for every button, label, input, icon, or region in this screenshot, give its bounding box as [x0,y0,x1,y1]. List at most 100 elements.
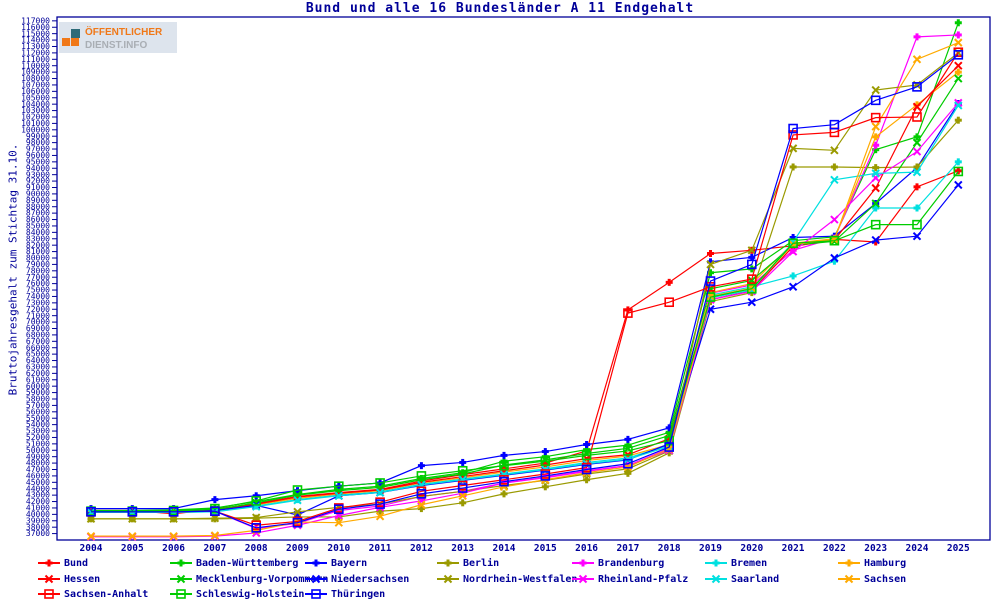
legend-item-Niedersachsen[interactable]: Niedersachsen [305,573,409,585]
x-tick-label: 2005 [121,543,144,554]
y-tick-label: 99000 [26,132,50,141]
legend-label: Rheinland-Pfalz [598,573,689,585]
y-tick-label: 102000 [21,113,50,122]
legend-item-Sachsen-Anhalt[interactable]: Sachsen-Anhalt [38,588,148,600]
logo-text: ÖFFENTLICHER DIENST.INFO [85,25,162,51]
y-axis-title: Bruttojahresgehalt zum Stichtag 31.10. [6,143,20,396]
series-line-Nordrhein-Westfalen [91,52,959,520]
y-tick-label: 52000 [26,433,50,442]
legend-item-Hamburg[interactable]: Hamburg [838,557,906,569]
y-tick-label: 114000 [21,36,50,45]
legend-marker-x-icon [437,574,459,584]
legend-marker-plus-icon [572,559,594,567]
y-tick-label: 82000 [26,241,50,250]
y-tick-label: 94000 [26,164,50,173]
y-tick-label: 50000 [26,446,50,455]
legend-marker-plus-icon [305,559,327,567]
y-tick-label: 76000 [26,279,50,288]
legend-item-Brandenburg[interactable]: Brandenburg [572,557,664,569]
series-line-Saarland [91,105,959,514]
legend-item-Schleswig-Holstein[interactable]: Schleswig-Holstein [170,588,304,600]
legend-marker-x-icon [705,574,727,584]
legend-label: Sachsen-Anhalt [64,588,149,600]
y-tick-label: 59000 [26,388,50,397]
logo-line1: ÖFFENTLICHER [85,26,163,38]
y-tick-label: 86000 [26,215,50,224]
legend-item-Thüringen[interactable]: Thüringen [305,588,385,600]
legend-label: Nordrhein-Westfalen [463,573,578,585]
y-tick-label: 106000 [21,87,50,96]
y-tick-label: 51000 [26,439,50,448]
legend-marker-x-icon [170,574,192,584]
y-tick-label: 72000 [26,305,50,314]
y-tick-label: 115000 [21,29,50,38]
y-tick-label: 89000 [26,196,50,205]
series-markers-Sachsen [86,38,963,541]
x-tick-label: 2023 [864,543,887,554]
x-tick-label: 2008 [245,543,268,554]
x-tick-label: 2019 [699,543,722,554]
legend-item-Mecklenburg-Vorpommern[interactable]: Mecklenburg-Vorpommern [170,573,328,585]
legend-label: Niedersachsen [331,573,410,585]
y-tick-label: 92000 [26,177,50,186]
y-tick-label: 66000 [26,343,50,352]
legend-item-Bund[interactable]: Bund [38,557,88,569]
y-tick-label: 107000 [21,81,50,90]
y-tick-label: 81000 [26,247,50,256]
y-tick-label: 61000 [26,375,50,384]
y-tick-label: 54000 [26,420,50,429]
legend-item-Bayern[interactable]: Bayern [305,557,367,569]
y-tick-label: 75000 [26,286,50,295]
series-markers-Mecklenburg-Vorpommern [86,74,963,517]
y-tick-label: 79000 [26,260,50,269]
y-tick-label: 103000 [21,106,50,115]
legend-marker-plus-icon [38,559,60,567]
plot-border [56,16,991,541]
y-tick-label: 44000 [26,484,50,493]
y-tick-label: 85000 [26,222,50,231]
legend-label: Berlin [463,557,500,569]
y-tick-label: 73000 [26,298,50,307]
x-tick-label: 2007 [203,543,226,554]
x-tick-label: 2014 [493,543,516,554]
site-logo[interactable]: ÖFFENTLICHER DIENST.INFO [59,22,177,53]
y-tick-label: 78000 [26,266,50,275]
y-tick-label: 68000 [26,331,50,340]
y-tick-label: 57000 [26,401,50,410]
y-tick-label: 67000 [26,337,50,346]
legend-marker-plus-icon [437,559,459,567]
y-tick-label: 110000 [21,61,50,70]
series-markers-Berlin [87,116,962,523]
legend-item-Baden-Württemberg[interactable]: Baden-Württemberg [170,557,298,569]
y-tick-label: 39000 [26,516,50,525]
y-tick-label: 56000 [26,407,50,416]
legend-marker-square-icon [305,589,327,599]
legend-item-Berlin[interactable]: Berlin [437,557,499,569]
legend-item-Nordrhein-Westfalen[interactable]: Nordrhein-Westfalen [437,573,577,585]
y-tick-label: 97000 [26,145,50,154]
series-line-Mecklenburg-Vorpommern [91,78,959,513]
legend-marker-plus-icon [170,559,192,567]
legend-item-Bremen[interactable]: Bremen [705,557,767,569]
series-line-Bayern [91,103,959,510]
legend-marker-square-icon [38,589,60,599]
x-tick-label: 2013 [451,543,474,554]
legend-marker-plus-icon [705,559,727,567]
y-tick-label: 104000 [21,100,50,109]
series-markers-Baden-Württemberg [87,19,962,515]
series-markers-Thüringen [86,50,964,533]
y-tick-label: 43000 [26,491,50,500]
legend-label: Brandenburg [598,557,665,569]
x-tick-label: 2004 [80,543,103,554]
legend-item-Rheinland-Pfalz[interactable]: Rheinland-Pfalz [572,573,688,585]
y-tick-label: 112000 [21,48,50,57]
x-tick-label: 2011 [369,543,392,554]
y-tick-label: 41000 [26,504,50,513]
legend-marker-x-icon [572,574,594,584]
y-tick-label: 77000 [26,273,50,282]
legend-item-Hessen[interactable]: Hessen [38,573,100,585]
legend-item-Sachsen[interactable]: Sachsen [838,573,906,585]
x-tick-label: 2018 [658,543,681,554]
legend-item-Saarland[interactable]: Saarland [705,573,779,585]
